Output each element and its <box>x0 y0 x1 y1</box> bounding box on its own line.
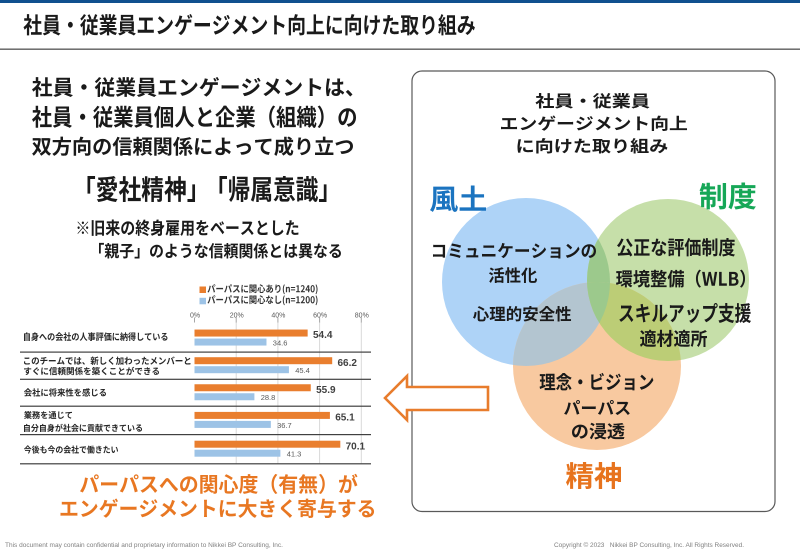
svg-text:20%: 20% <box>230 312 244 319</box>
svg-text:34.6: 34.6 <box>273 339 288 348</box>
svg-text:This document may contain conf: This document may contain confidential a… <box>5 542 283 549</box>
svg-text:36.7: 36.7 <box>277 421 292 430</box>
svg-text:55.9: 55.9 <box>316 385 336 396</box>
svg-text:65.1: 65.1 <box>335 413 355 424</box>
svg-text:Copyright © 2023 Nikkei BP C: Copyright © 2023 Nikkei BP Consulting, I… <box>554 541 744 549</box>
svg-text:45.4: 45.4 <box>295 366 310 375</box>
svg-text:66.2: 66.2 <box>338 358 358 369</box>
svg-text:41.3: 41.3 <box>287 450 302 459</box>
svg-text:0%: 0% <box>190 312 200 319</box>
svg-text:54.4: 54.4 <box>313 330 333 341</box>
svg-text:60%: 60% <box>313 312 327 319</box>
svg-text:40%: 40% <box>271 312 285 319</box>
svg-text:28.8: 28.8 <box>261 393 276 402</box>
svg-text:80%: 80% <box>355 312 369 319</box>
svg-text:70.1: 70.1 <box>346 441 366 452</box>
